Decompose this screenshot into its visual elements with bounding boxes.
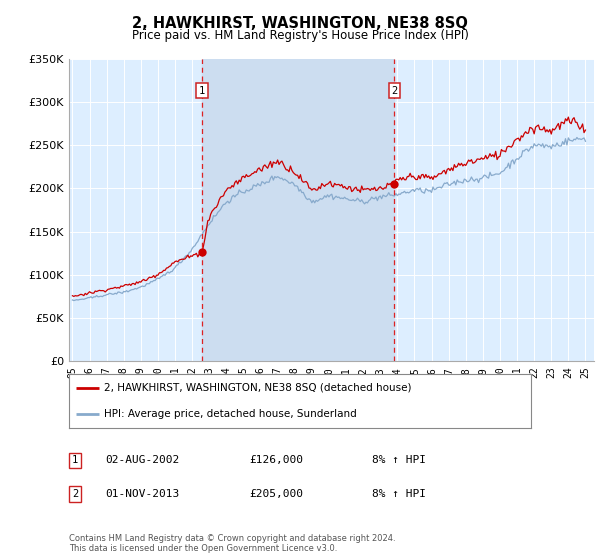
- Text: 2, HAWKHIRST, WASHINGTON, NE38 8SQ: 2, HAWKHIRST, WASHINGTON, NE38 8SQ: [132, 16, 468, 31]
- Text: 01-NOV-2013: 01-NOV-2013: [105, 489, 179, 499]
- Text: 2, HAWKHIRST, WASHINGTON, NE38 8SQ (detached house): 2, HAWKHIRST, WASHINGTON, NE38 8SQ (deta…: [104, 383, 411, 393]
- Text: 02-AUG-2002: 02-AUG-2002: [105, 455, 179, 465]
- Text: 1: 1: [199, 86, 205, 96]
- Text: 2: 2: [72, 489, 78, 499]
- Text: 8% ↑ HPI: 8% ↑ HPI: [372, 455, 426, 465]
- Text: 1: 1: [72, 455, 78, 465]
- Text: £126,000: £126,000: [249, 455, 303, 465]
- Text: Price paid vs. HM Land Registry's House Price Index (HPI): Price paid vs. HM Land Registry's House …: [131, 29, 469, 42]
- Text: £205,000: £205,000: [249, 489, 303, 499]
- Text: 2: 2: [391, 86, 398, 96]
- Text: HPI: Average price, detached house, Sunderland: HPI: Average price, detached house, Sund…: [104, 409, 356, 419]
- Text: Contains HM Land Registry data © Crown copyright and database right 2024.
This d: Contains HM Land Registry data © Crown c…: [69, 534, 395, 553]
- Text: 8% ↑ HPI: 8% ↑ HPI: [372, 489, 426, 499]
- Bar: [202, 59, 394, 361]
